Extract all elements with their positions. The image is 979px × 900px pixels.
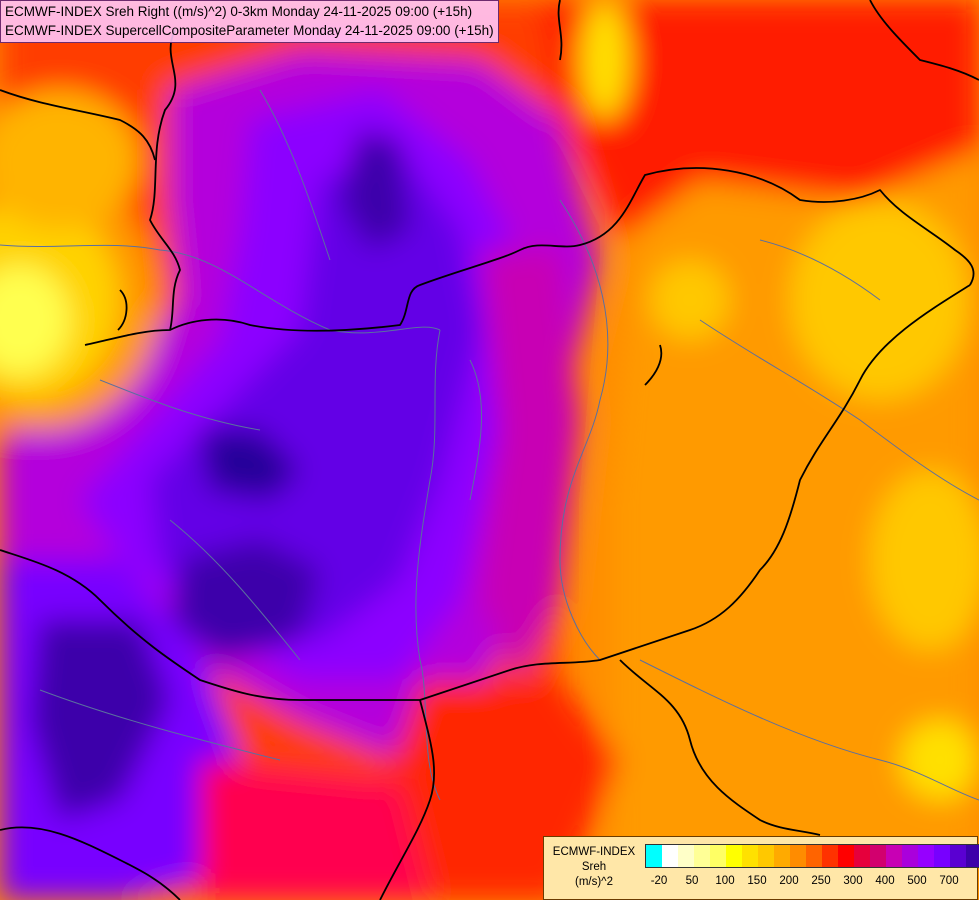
legend-title: ECMWF-INDEX Sreh (m/s)^2 — [548, 845, 640, 890]
legend-swatch — [886, 845, 902, 867]
map-title-primary: ECMWF-INDEX Sreh Right ((m/s)^2) 0-3km M… — [5, 4, 473, 19]
legend-swatch — [966, 845, 979, 867]
legend-tick-label: 300 — [843, 875, 863, 887]
legend-swatch — [646, 845, 662, 867]
legend-tick-labels: -20 50 100 150 200 250 300 400 500 700 — [645, 875, 975, 891]
legend-swatch — [934, 845, 950, 867]
legend-swatch — [662, 845, 678, 867]
color-legend: ECMWF-INDEX Sreh (m/s)^2 -20 50 100 150 200 2… — [543, 836, 979, 900]
legend-tick-label: 200 — [779, 875, 799, 887]
legend-swatch — [822, 845, 838, 867]
legend-swatch — [726, 845, 742, 867]
legend-swatch — [870, 845, 886, 867]
legend-swatch — [854, 845, 870, 867]
legend-swatch — [774, 845, 790, 867]
legend-tick-label: -20 — [650, 875, 668, 887]
legend-swatch — [678, 845, 694, 867]
legend-tick-label: 400 — [875, 875, 895, 887]
legend-model-name: ECMWF-INDEX — [552, 846, 636, 858]
legend-swatch — [758, 845, 774, 867]
legend-swatch — [838, 845, 854, 867]
legend-tick-label: 150 — [747, 875, 767, 887]
legend-tick-label: 700 — [939, 875, 959, 887]
legend-swatch — [950, 845, 966, 867]
legend-swatch — [790, 845, 806, 867]
legend-swatches — [645, 844, 979, 868]
legend-tick-label: 250 — [811, 875, 831, 887]
legend-swatch — [710, 845, 726, 867]
legend-parameter: Sreh — [581, 861, 607, 873]
legend-tick-label: 100 — [715, 875, 735, 887]
legend-swatch — [742, 845, 758, 867]
map-title-box: ECMWF-INDEX Sreh Right ((m/s)^2) 0-3km M… — [0, 0, 499, 43]
legend-tick-label: 500 — [907, 875, 927, 887]
legend-swatch — [694, 845, 710, 867]
legend-unit: (m/s)^2 — [575, 876, 613, 888]
map-title-secondary: ECMWF-INDEX SupercellCompositeParameter … — [5, 23, 494, 38]
legend-swatch — [918, 845, 934, 867]
legend-swatch — [806, 845, 822, 867]
legend-swatch — [902, 845, 918, 867]
legend-tick-label: 50 — [685, 875, 699, 887]
